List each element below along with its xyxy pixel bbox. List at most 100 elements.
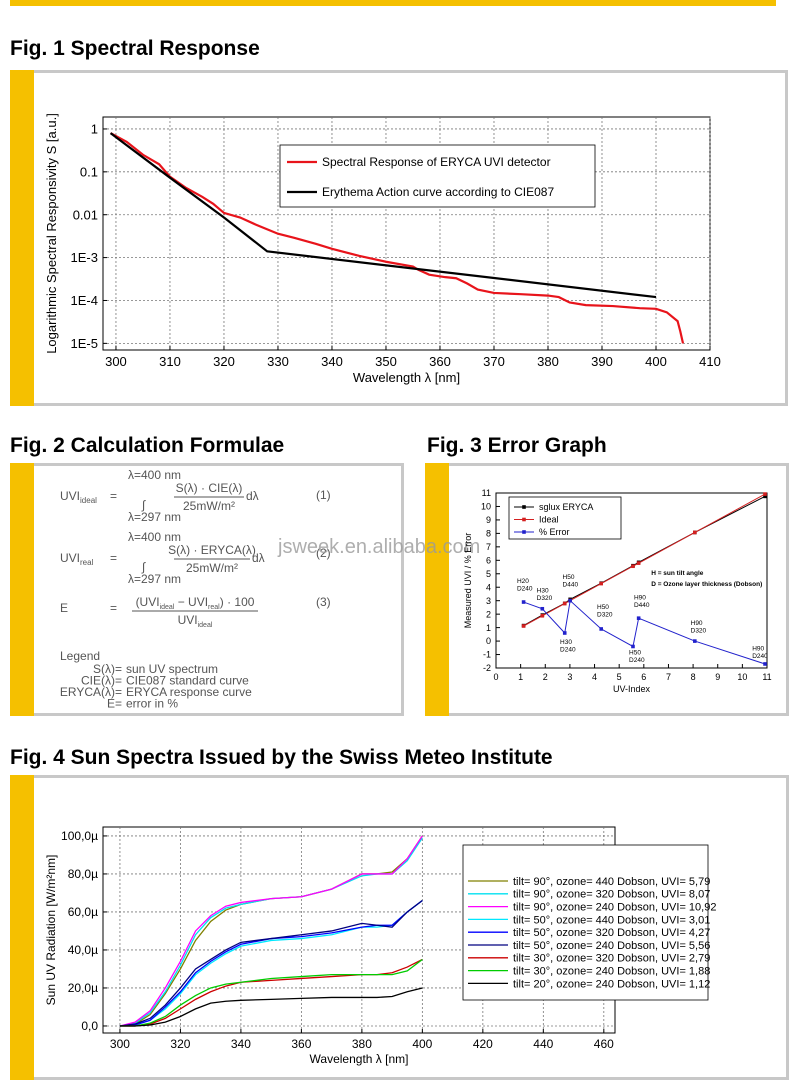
note: H = sun tilt angle [651,570,704,577]
x-tick-label: 2 [543,672,548,682]
series-line [119,900,423,1027]
y-tick-label: 0.1 [80,164,98,179]
legend-term: CIE(λ)= [81,674,122,688]
annotation: D320 [537,595,553,602]
x-tick-label: 9 [715,672,720,682]
integral-lower: λ=297 nm [128,572,181,586]
legend-definition: ERYCA response curve [126,685,252,699]
legend-label: tilt= 90°, ozone= 440 Dobson, UVI= 5,79 [513,876,710,888]
y-tick-label: 0.01 [73,207,98,222]
subscript: ideal [198,622,213,629]
legend-label: tilt= 20°, ozone= 240 Dobson, UVI= 1,12 [513,978,710,990]
series-line [119,835,423,1027]
x-tick-label: 350 [375,354,397,369]
annotation: H30 [537,588,549,595]
legend-box [279,144,596,208]
x-tick-label: 0 [493,672,498,682]
x-tick-label: 320 [170,1037,190,1051]
equals: = [110,489,117,503]
denominator: UVIideal [178,613,213,629]
y-tick-label: 20,0µ [68,981,98,995]
y-tick-label: 9 [486,515,491,525]
y-tick-label: 11 [482,488,491,498]
formula-lhs: E [60,601,68,615]
figure-heading: Fig. 2 Calculation Formulae [10,434,284,457]
point [562,631,567,635]
symbol: ) · 100 [220,595,255,609]
annotation: H90 [691,620,703,627]
legend-label: sglux ERYCA [539,502,593,512]
x-tick-label: 400 [412,1037,432,1051]
denominator: 25mW/m² [186,561,238,575]
point [540,613,545,618]
y-tick-label: 1E-5 [71,336,98,351]
annotation: H90 [634,594,646,601]
differential: dλ [252,551,265,565]
point [540,606,545,611]
formula-legend: S(λ)= sun UV spectrum CIE(λ)= CIE087 standa… [60,662,252,711]
x-tick-label: 10 [737,672,747,682]
equals: = [110,601,117,615]
chart: 300 310 320 330 340 350 360 370 380 390 400 410 1 0.1… [44,113,721,385]
x-axis-label: Wavelength λ [nm] [353,370,460,385]
legend-box [462,844,709,1001]
x-tick-label: 360 [429,354,451,369]
point [763,494,767,499]
point [631,644,635,649]
annotation: H20 [517,578,529,585]
legend-label: Erythema Action curve according to CIE08… [322,185,554,199]
y-tick-label: -2 [483,663,491,673]
annotation: H50 [563,574,575,581]
point [568,598,572,603]
equation-number: (2) [316,546,331,560]
point [521,624,526,628]
y-tick-label: 0 [486,636,491,646]
denominator: 25mW/m² [183,499,235,513]
annotation: D240 [629,657,645,664]
annotation: D240 [517,586,533,593]
y-axis-label: Measured UVI / % Error [463,533,473,629]
x-tick-label: 390 [591,354,613,369]
series-line [109,132,657,299]
x-tick-label: 380 [352,1037,372,1051]
y-tick-label: 1E-3 [71,250,98,265]
point [693,639,697,643]
y-tick-label: 7 [486,542,491,552]
formulae: UVIideal = ∫ λ=400 nm λ=297 nm S(λ) · CI… [60,468,331,711]
y-tick-label: 8 [486,529,491,539]
integral-upper: λ=400 nm [128,530,181,544]
y-tick-label: 80,0µ [68,867,98,881]
numerator: S(λ) · ERYCA(λ) [168,543,256,557]
x-tick-label: 380 [537,354,559,369]
annotation: H50 [597,604,609,611]
x-tick-label: 1 [518,672,523,682]
point [636,561,641,565]
figure-box [10,463,404,716]
x-tick-label: 400 [645,354,667,369]
legend-term: E= [107,697,122,711]
x-tick-label: 8 [691,672,696,682]
series-line [119,958,423,1027]
x-tick-label: 6 [641,672,646,682]
figure-heading: Fig. 3 Error Graph [427,434,607,457]
figure-heading: Fig. 1 Spectral Response [10,37,260,60]
legend-label: tilt= 30°, ozone= 320 Dobson, UVI= 2,79 [513,953,710,965]
legend-label: Spectral Response of ERYCA UVI detector [322,155,551,169]
x-tick-label: 5 [617,672,622,682]
legend-label: tilt= 30°, ozone= 240 Dobson, UVI= 1,88 [513,965,710,977]
equation-number: (3) [316,595,331,609]
box-accent [425,463,449,716]
y-axis-label: Logarithmic Spectral Responsivity S [a.u… [44,113,59,354]
point [521,600,526,604]
point [562,601,567,606]
series-line [119,987,423,1027]
annotation: D320 [597,611,613,618]
numerator: (UVIideal − UVIreal) · 100 [136,595,255,611]
legend-label: % Error [539,527,570,537]
x-tick-label: 370 [483,354,505,369]
x-axis-label: UV-Index [613,684,651,694]
legend-label: tilt= 90°, ozone= 320 Dobson, UVI= 8,07 [513,889,710,901]
subscript: real [80,558,94,567]
point [631,564,635,569]
